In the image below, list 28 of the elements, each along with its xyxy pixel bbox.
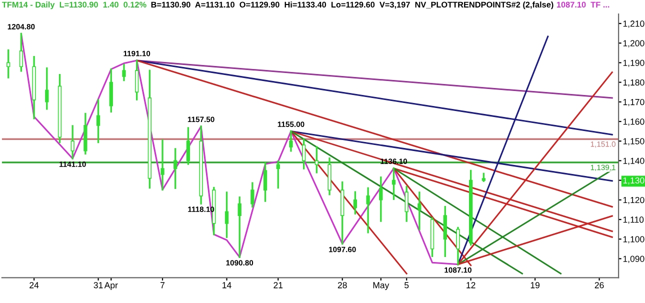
x-tick-label: 26: [594, 282, 604, 288]
y-tick-label: 1,140: [623, 158, 644, 165]
x-tick-label: 14: [222, 282, 232, 288]
x-tick-label: 12: [466, 282, 476, 288]
y-tick-label: 1,180: [623, 79, 644, 87]
y-tick-label: 1,170: [623, 98, 644, 106]
x-tick-label: 5: [404, 282, 409, 288]
chart-subtitle: B=1130.90 A=1131.10 O=1129.90 Hi=1133.40 Lo=1129.60 V=3,197 NV_PLOTTRENDPOINTS#2 (2,false): [151, 2, 554, 10]
chart-title: TFM14 - Daily L=1130.90 1.40 0.12%: [2, 2, 146, 10]
x-tick-label: 7: [160, 282, 165, 288]
text: 1087.10 TF ...: [556, 2, 610, 8]
y-tick-label: 1,160: [623, 118, 644, 126]
y-tick-label: 1,090: [623, 256, 644, 263]
x-tick-label: 28: [338, 282, 347, 288]
x-tick-label: 21: [274, 282, 283, 288]
x-tick-label: 31: [94, 282, 103, 288]
y-tick-label: 1,120: [623, 196, 644, 204]
x-tick-label: Apr: [104, 282, 118, 290]
x-tick-label: 19: [530, 282, 540, 288]
y-tick-label: 1,200: [623, 40, 644, 48]
y-tick-label: 1,190: [623, 60, 644, 67]
y-tick-label: 1,110: [623, 216, 644, 224]
x-tick-label: 24: [30, 282, 39, 288]
y-tick-label: 1,130: [623, 177, 644, 185]
y-tick-label: 1,150: [623, 138, 644, 146]
y-tick-label: 1,100: [623, 236, 644, 244]
y-tick-label: 1,210: [623, 20, 644, 28]
x-tick-label: May: [373, 282, 390, 290]
